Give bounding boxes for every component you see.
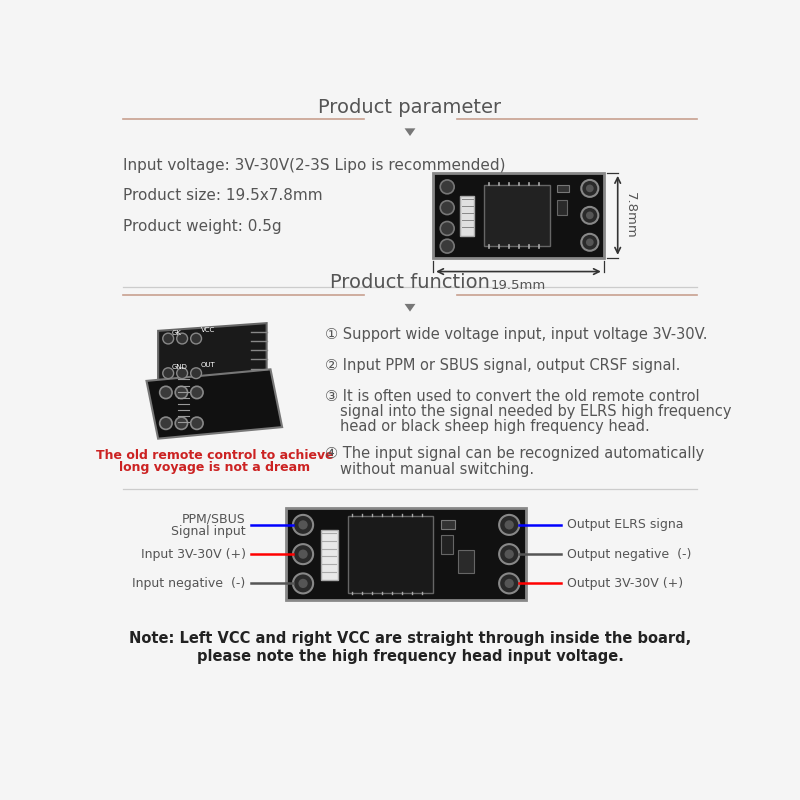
Circle shape	[177, 368, 187, 378]
Circle shape	[582, 207, 598, 224]
Text: Input voltage: 3V-30V(2-3S Lipo is recommended): Input voltage: 3V-30V(2-3S Lipo is recom…	[123, 158, 506, 173]
Text: Output negative  (-): Output negative (-)	[566, 548, 691, 561]
Text: head or black sheep high frequency head.: head or black sheep high frequency head.	[340, 419, 650, 434]
Text: GK: GK	[171, 330, 181, 336]
Circle shape	[162, 333, 174, 344]
Circle shape	[298, 550, 308, 558]
Polygon shape	[158, 323, 266, 389]
Circle shape	[499, 515, 519, 535]
FancyBboxPatch shape	[348, 516, 434, 593]
Text: ② Input PPM or SBUS signal, output CRSF signal.: ② Input PPM or SBUS signal, output CRSF …	[325, 358, 680, 373]
Text: Note: Left VCC and right VCC are straight through inside the board,: Note: Left VCC and right VCC are straigh…	[129, 631, 691, 646]
Circle shape	[586, 238, 594, 246]
Circle shape	[298, 520, 308, 530]
Text: Product function: Product function	[330, 274, 490, 292]
Circle shape	[440, 222, 454, 235]
Circle shape	[190, 368, 202, 378]
FancyBboxPatch shape	[460, 196, 474, 236]
Text: without manual switching.: without manual switching.	[340, 462, 534, 477]
Text: signal into the signal needed by ELRS high frequency: signal into the signal needed by ELRS hi…	[340, 404, 732, 419]
Text: Input 3V-30V (+): Input 3V-30V (+)	[141, 548, 246, 561]
Circle shape	[582, 180, 598, 197]
FancyBboxPatch shape	[321, 530, 338, 579]
Text: ① Support wide voltage input, input voltage 3V-30V.: ① Support wide voltage input, input volt…	[325, 327, 707, 342]
Circle shape	[190, 333, 202, 344]
Circle shape	[177, 333, 187, 344]
Text: 7.8mm: 7.8mm	[624, 192, 637, 238]
FancyBboxPatch shape	[434, 173, 604, 258]
Text: Input negative  (-): Input negative (-)	[133, 577, 246, 590]
Circle shape	[293, 515, 313, 535]
Circle shape	[440, 239, 454, 253]
Text: VCC: VCC	[201, 327, 215, 334]
Text: ④ The input signal can be recognized automatically: ④ The input signal can be recognized aut…	[325, 446, 704, 462]
Circle shape	[175, 386, 187, 398]
Text: OUT: OUT	[201, 362, 215, 368]
FancyBboxPatch shape	[286, 508, 526, 600]
Text: long voyage is not a dream: long voyage is not a dream	[119, 461, 310, 474]
Text: Signal input: Signal input	[171, 525, 246, 538]
Text: Product weight: 0.5g: Product weight: 0.5g	[123, 219, 282, 234]
FancyBboxPatch shape	[558, 185, 569, 192]
Circle shape	[505, 550, 514, 558]
Circle shape	[293, 544, 313, 564]
FancyBboxPatch shape	[458, 550, 474, 574]
Text: Output 3V-30V (+): Output 3V-30V (+)	[566, 577, 682, 590]
Text: Product parameter: Product parameter	[318, 98, 502, 117]
FancyBboxPatch shape	[441, 535, 453, 554]
Circle shape	[505, 578, 514, 588]
Polygon shape	[405, 128, 415, 136]
FancyBboxPatch shape	[558, 200, 566, 215]
FancyBboxPatch shape	[484, 185, 550, 246]
Circle shape	[175, 417, 187, 430]
Circle shape	[298, 578, 308, 588]
Circle shape	[162, 368, 174, 378]
Text: ③ It is often used to convert the old remote control: ③ It is often used to convert the old re…	[325, 389, 699, 403]
Circle shape	[293, 574, 313, 594]
Circle shape	[582, 234, 598, 250]
Circle shape	[440, 201, 454, 214]
Text: Output ELRS signa: Output ELRS signa	[566, 518, 683, 531]
Text: GND: GND	[171, 364, 187, 370]
FancyBboxPatch shape	[441, 519, 455, 529]
Circle shape	[190, 386, 203, 398]
Circle shape	[440, 180, 454, 194]
Text: please note the high frequency head input voltage.: please note the high frequency head inpu…	[197, 649, 623, 664]
Text: Product size: 19.5x7.8mm: Product size: 19.5x7.8mm	[123, 188, 323, 203]
Circle shape	[505, 520, 514, 530]
Polygon shape	[146, 370, 282, 438]
Circle shape	[586, 185, 594, 192]
Circle shape	[499, 574, 519, 594]
Circle shape	[586, 211, 594, 219]
Text: 19.5mm: 19.5mm	[491, 279, 546, 292]
Circle shape	[160, 417, 172, 430]
Polygon shape	[405, 304, 415, 312]
Text: The old remote control to achieve: The old remote control to achieve	[96, 449, 334, 462]
Circle shape	[499, 544, 519, 564]
Text: PPM/SBUS: PPM/SBUS	[182, 512, 246, 526]
Circle shape	[190, 417, 203, 430]
Circle shape	[160, 386, 172, 398]
